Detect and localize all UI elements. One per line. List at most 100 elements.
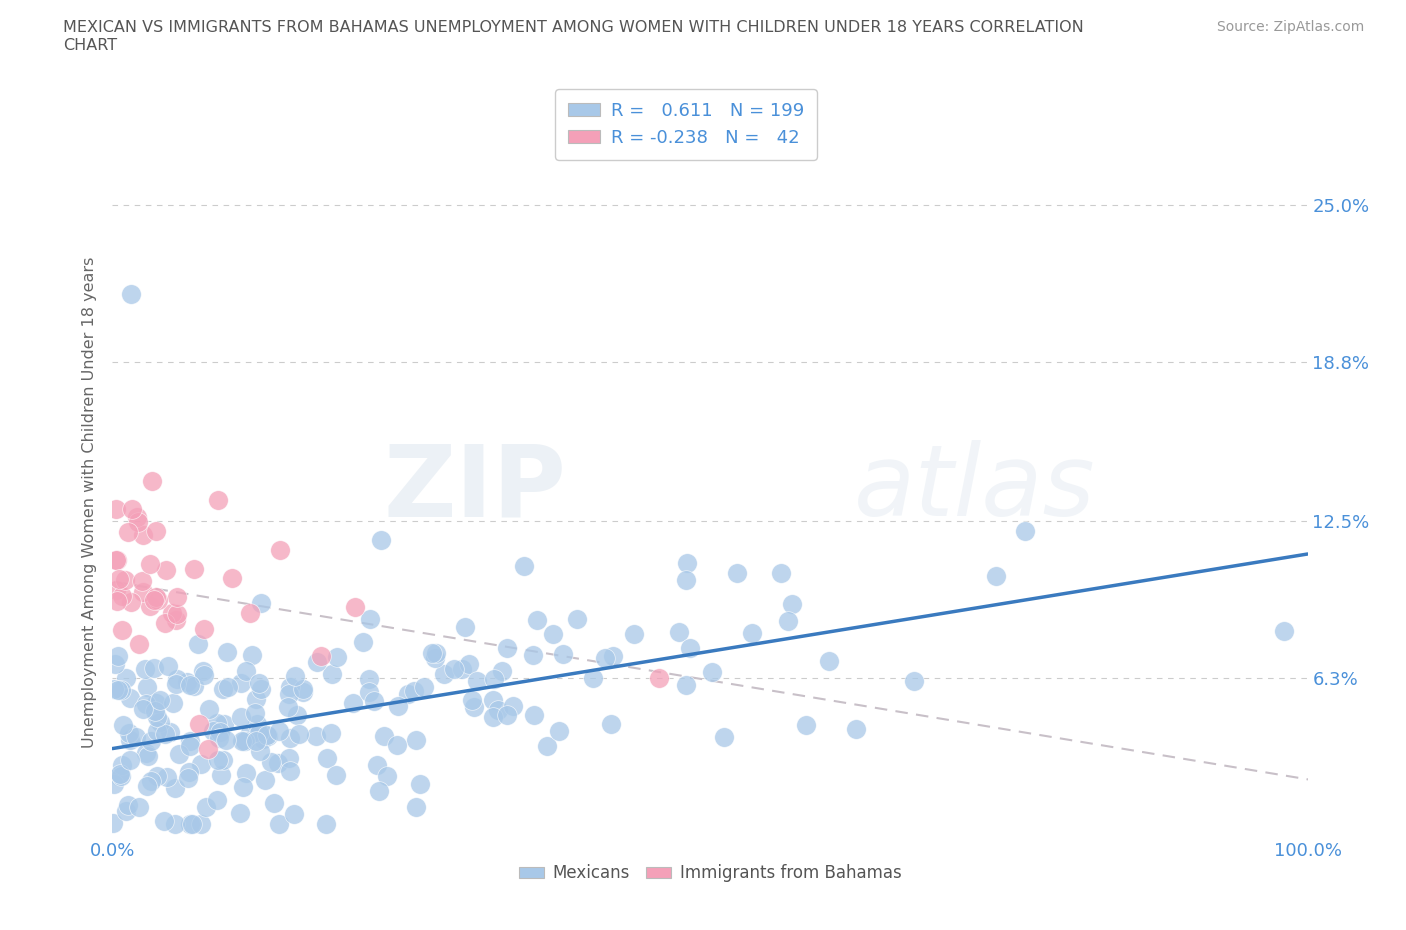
Point	[325, 767, 347, 782]
Point	[135, 680, 157, 695]
Point	[522, 648, 544, 663]
Point	[132, 702, 155, 717]
Point	[187, 717, 209, 732]
Point	[818, 654, 841, 669]
Point	[121, 501, 143, 516]
Point	[269, 543, 291, 558]
Point	[547, 724, 569, 738]
Point	[111, 758, 134, 773]
Point	[425, 651, 447, 666]
Point	[108, 767, 131, 782]
Point	[114, 804, 136, 818]
Point	[208, 725, 231, 740]
Point	[118, 691, 141, 706]
Point	[166, 606, 188, 621]
Point	[675, 573, 697, 588]
Point	[107, 683, 129, 698]
Point	[277, 699, 299, 714]
Point	[495, 641, 517, 656]
Point	[725, 565, 748, 580]
Point	[482, 693, 505, 708]
Text: MEXICAN VS IMMIGRANTS FROM BAHAMAS UNEMPLOYMENT AMONG WOMEN WITH CHILDREN UNDER : MEXICAN VS IMMIGRANTS FROM BAHAMAS UNEMP…	[63, 20, 1084, 53]
Point	[451, 661, 474, 676]
Point	[239, 605, 262, 620]
Point	[366, 758, 388, 773]
Point	[405, 733, 427, 748]
Point	[260, 754, 283, 769]
Point	[179, 817, 201, 831]
Point	[235, 733, 257, 748]
Point	[183, 561, 205, 576]
Point	[267, 724, 290, 738]
Point	[780, 597, 803, 612]
Point	[770, 565, 793, 580]
Point	[235, 765, 257, 780]
Point	[482, 710, 505, 724]
Point	[454, 619, 477, 634]
Point	[502, 698, 524, 713]
Point	[179, 677, 201, 692]
Point	[353, 634, 375, 649]
Point	[599, 716, 621, 731]
Point	[167, 746, 190, 761]
Point	[202, 724, 225, 738]
Point	[217, 680, 239, 695]
Point	[375, 768, 398, 783]
Point	[232, 780, 254, 795]
Point	[131, 573, 153, 588]
Point	[101, 816, 124, 830]
Point	[103, 777, 125, 791]
Point	[136, 748, 159, 763]
Point	[125, 510, 148, 525]
Point	[177, 764, 200, 779]
Point	[256, 729, 278, 744]
Point	[284, 669, 307, 684]
Point	[165, 677, 187, 692]
Point	[676, 555, 699, 570]
Point	[179, 734, 201, 749]
Point	[292, 682, 315, 697]
Point	[209, 767, 232, 782]
Point	[132, 527, 155, 542]
Point	[149, 714, 172, 729]
Point	[143, 660, 166, 675]
Point	[582, 671, 605, 685]
Point	[124, 729, 146, 744]
Text: atlas: atlas	[853, 440, 1095, 538]
Point	[111, 589, 134, 604]
Point	[114, 572, 136, 587]
Point	[984, 568, 1007, 583]
Point	[278, 731, 301, 746]
Point	[128, 800, 150, 815]
Point	[278, 751, 301, 765]
Point	[246, 716, 269, 731]
Point	[176, 674, 198, 689]
Point	[845, 722, 868, 737]
Point	[263, 795, 285, 810]
Point	[250, 682, 273, 697]
Point	[146, 593, 169, 608]
Point	[105, 594, 128, 609]
Point	[243, 706, 266, 721]
Point	[217, 644, 239, 659]
Point	[311, 648, 333, 663]
Point	[344, 599, 367, 614]
Point	[370, 533, 392, 548]
Point	[387, 699, 409, 714]
Point	[593, 651, 616, 666]
Point	[741, 626, 763, 641]
Point	[285, 708, 308, 723]
Point	[205, 792, 228, 807]
Point	[105, 552, 128, 567]
Point	[623, 627, 645, 642]
Point	[232, 734, 254, 749]
Point	[187, 637, 209, 652]
Point	[135, 746, 157, 761]
Point	[235, 663, 257, 678]
Point	[207, 493, 229, 508]
Point	[120, 286, 142, 301]
Point	[278, 679, 301, 694]
Point	[134, 662, 156, 677]
Point	[486, 702, 509, 717]
Point	[105, 552, 128, 567]
